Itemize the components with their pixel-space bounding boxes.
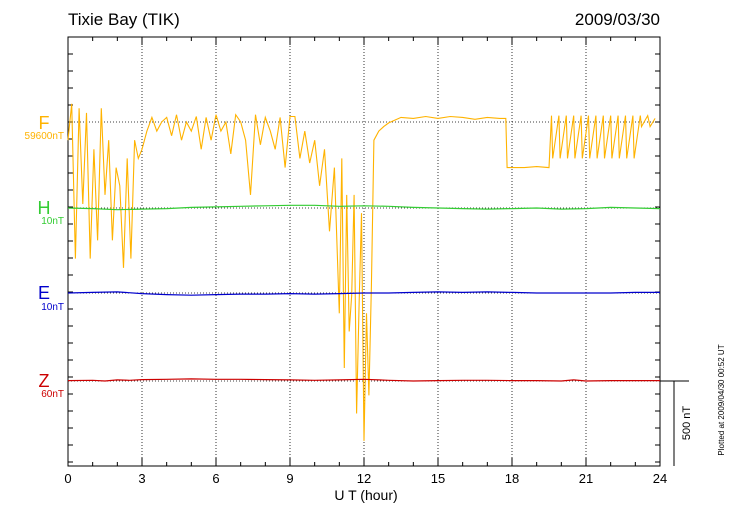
series-scale-e: 10nT <box>41 302 64 313</box>
x-tick-label: 21 <box>579 471 593 486</box>
series-scale-h: 10nT <box>41 216 64 227</box>
series-scale-z: 60nT <box>41 389 64 400</box>
scale-bar-label: 500 nT <box>681 406 693 441</box>
scale-bar <box>660 380 689 466</box>
date-label: 2009/03/30 <box>574 10 660 29</box>
series-line-f <box>67 103 656 441</box>
series-line-z <box>67 378 660 382</box>
series-label-e: E <box>38 283 50 303</box>
x-tick-label: 3 <box>138 471 145 486</box>
series-label-z: Z <box>39 371 50 391</box>
x-tick-label: 24 <box>653 471 667 486</box>
series-line-h <box>67 204 661 211</box>
x-tick-label: 15 <box>431 471 445 486</box>
station-title: Tixie Bay (TIK) <box>68 10 180 29</box>
series-scale-f: 59600nT <box>25 131 64 142</box>
x-axis-label: U T (hour) <box>334 487 397 503</box>
series-label-f: F <box>39 113 50 133</box>
x-tick-label: 9 <box>286 471 293 486</box>
x-tick-label: 18 <box>505 471 519 486</box>
x-tick-label: 6 <box>212 471 219 486</box>
x-tick-label: 0 <box>64 471 71 486</box>
plotted-note: Plotted at 2009/04/30 00:52 UT <box>717 344 726 455</box>
x-tick-label: 12 <box>357 471 371 486</box>
series-label-h: H <box>38 198 51 218</box>
series-line-e <box>67 291 660 296</box>
